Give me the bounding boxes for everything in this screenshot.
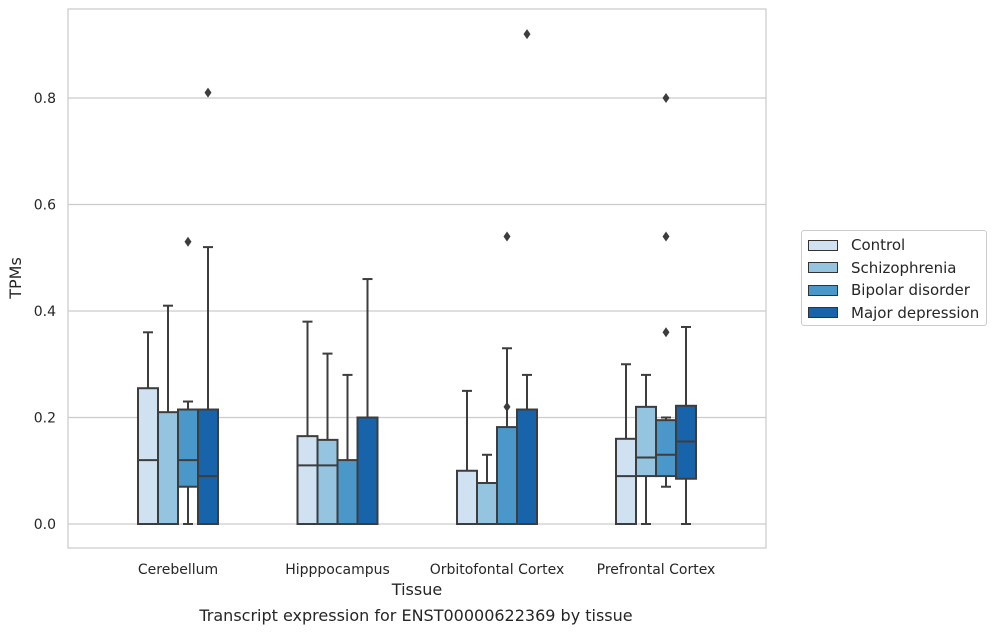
box-major-depression <box>516 29 538 526</box>
x-tick-label: Hipppocampus <box>285 562 390 578</box>
box-major-depression <box>197 87 219 526</box>
y-axis-label: TPMs <box>6 257 25 300</box>
outlier-point <box>503 231 511 242</box>
legend-swatch <box>808 262 838 273</box>
legend-item: Bipolar disorder <box>808 280 970 300</box>
box-body <box>476 481 498 525</box>
outlier-point <box>662 93 670 103</box>
box-body <box>456 469 478 525</box>
legend-label: Bipolar disorder <box>851 281 970 299</box>
box-groups <box>137 29 697 526</box>
outlier-point <box>184 236 192 247</box>
legend: Control Schizophrenia Bipolar disorder Majo… <box>801 230 987 326</box>
box-major-depression <box>356 278 379 525</box>
box-body <box>356 416 379 525</box>
box-body <box>615 437 637 525</box>
box-body <box>336 459 359 526</box>
y-tick-label: 0.4 <box>34 304 56 320</box>
box-body <box>516 408 538 526</box>
box-body <box>296 435 319 526</box>
legend-label: Schizophrenia <box>851 258 957 277</box>
outlier-point <box>523 29 531 40</box>
box-body <box>316 438 339 525</box>
box-schizophrenia <box>476 453 498 525</box>
box-control <box>456 389 478 525</box>
box-body <box>157 411 179 525</box>
legend-item: Control <box>808 235 905 255</box>
legend-swatch <box>808 239 838 251</box>
legend-swatch <box>808 284 838 296</box>
x-tick-label: Cerebellum <box>138 562 218 578</box>
outlier-point <box>662 231 670 242</box>
y-tick-label: 0.8 <box>34 91 56 107</box>
y-tick-label: 0.0 <box>34 517 56 533</box>
legend-label: Major depression <box>851 303 980 322</box>
y-tick-labels: 0.0 0.2 0.4 0.6 0.8 <box>34 91 56 533</box>
y-tick-label: 0.2 <box>34 411 56 427</box>
box-body <box>655 419 677 478</box>
box-body <box>635 405 657 478</box>
box-body <box>496 426 518 525</box>
legend-item: Major depression <box>808 303 979 323</box>
box-control <box>615 363 637 525</box>
box-body <box>137 387 159 525</box>
x-tick-label: Orbitofontal Cortex <box>430 562 565 578</box>
plot-area-frame <box>67 8 767 549</box>
outlier-point <box>204 87 212 98</box>
box-body <box>177 408 199 488</box>
outlier-point <box>503 401 511 412</box>
legend-item: Schizophrenia <box>808 258 956 278</box>
outlier-point <box>662 327 670 338</box>
legend-swatch <box>808 307 838 318</box>
box-body <box>197 408 219 526</box>
box-major-depression <box>675 325 697 525</box>
x-tick-label: Prefrontal Cortex <box>597 562 716 578</box>
x-tick-labels: Cerebellum Hipppocampus Orbitofontal Corte… <box>138 562 715 578</box>
x-axis-label: Tissue <box>391 580 442 599</box>
y-tick-label: 0.6 <box>34 198 56 214</box>
chart-caption: Transcript expression for ENST0000062236… <box>199 606 633 625</box>
legend-label: Control <box>851 236 906 254</box>
box-bipolar-disorder <box>496 231 518 525</box>
